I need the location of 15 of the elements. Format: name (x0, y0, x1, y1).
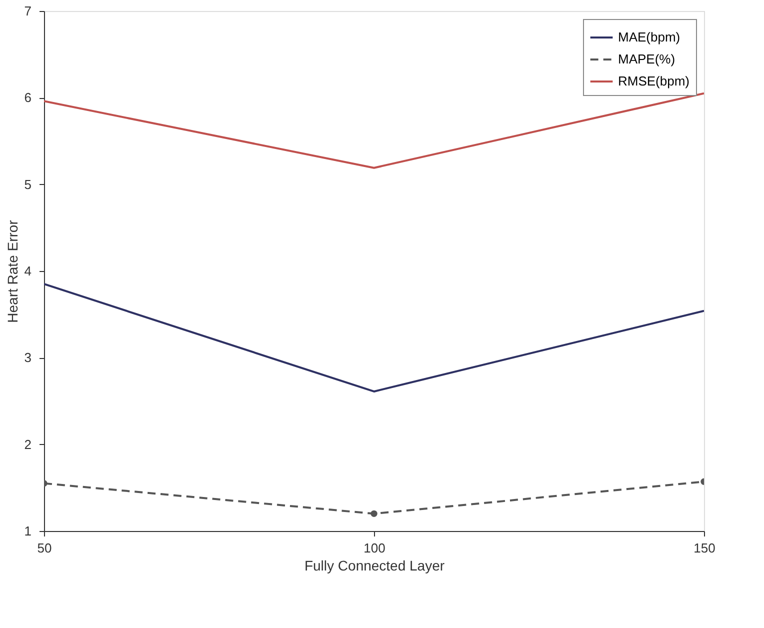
x-axis-title: Fully Connected Layer (304, 558, 445, 574)
y-tick-label: 4 (24, 264, 32, 278)
x-tick-label: 50 (37, 540, 52, 556)
y-tick-label: 6 (24, 90, 32, 106)
y-tick-label: 1 (24, 524, 32, 538)
y-tick-label: 3 (24, 350, 32, 366)
y-tick-label: 7 (24, 4, 32, 18)
y-axis-title: Heart Rate Error (4, 220, 20, 323)
legend-label: RMSE(bpm) (618, 74, 690, 88)
y-tick-label: 2 (24, 436, 32, 452)
legend-label: MAE(bpm) (618, 30, 680, 44)
x-tick-label: 100 (364, 540, 386, 556)
legend-label: MAPE(%) (618, 52, 676, 66)
y-tick-label: 5 (24, 176, 32, 192)
x-tick-label: 150 (694, 540, 716, 556)
